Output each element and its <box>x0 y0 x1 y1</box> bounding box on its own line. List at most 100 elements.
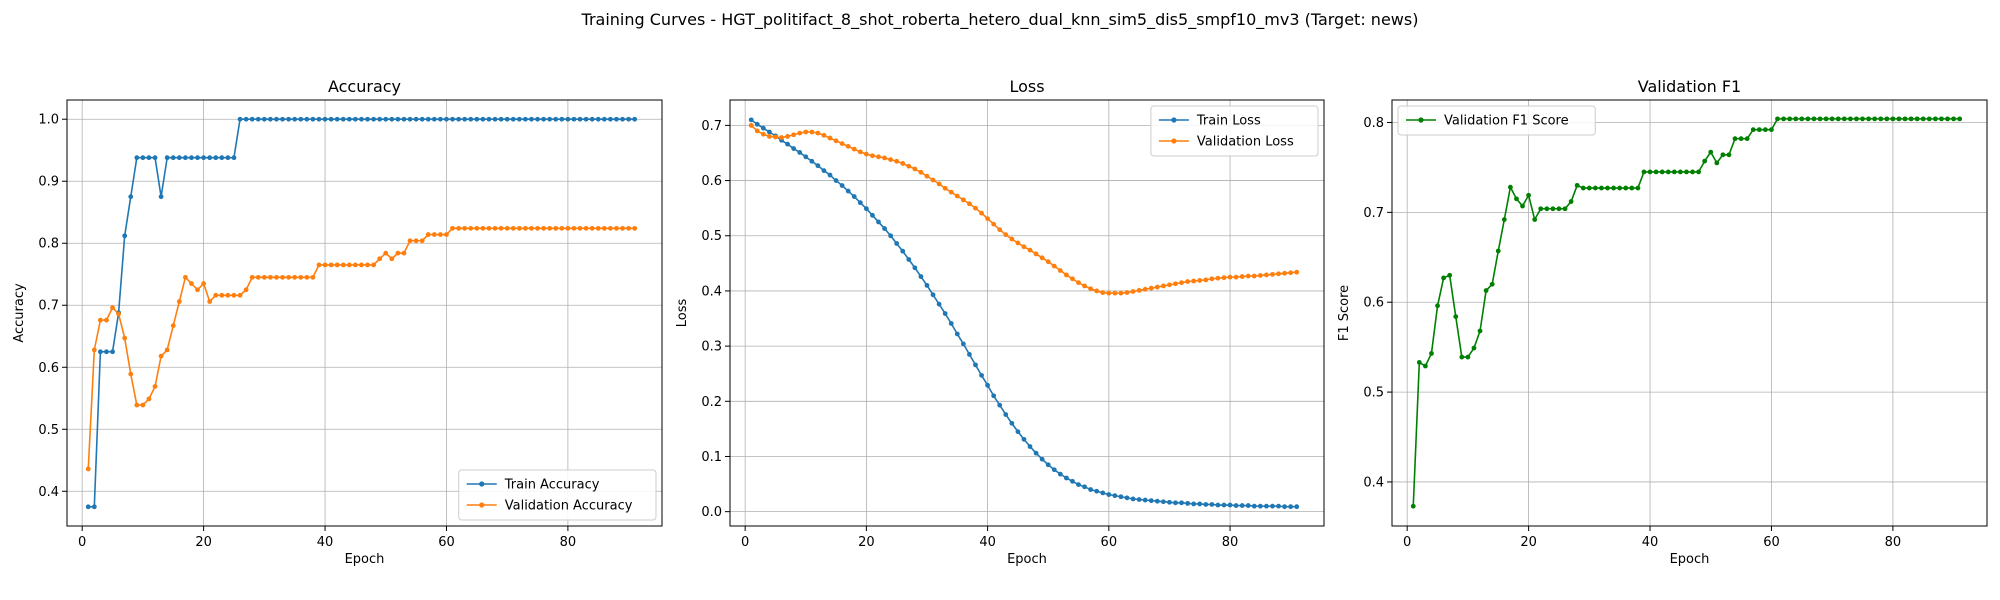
y-tick-label: 0.6 <box>1363 296 1384 311</box>
data-point <box>1629 185 1635 191</box>
data-point <box>559 116 565 122</box>
data-point <box>1477 328 1483 334</box>
data-point <box>310 274 316 280</box>
data-point <box>1447 272 1453 278</box>
data-point <box>1811 116 1817 122</box>
data-point <box>1926 116 1932 122</box>
data-point <box>182 155 188 161</box>
data-point <box>1227 502 1233 508</box>
data-point <box>498 116 504 122</box>
data-point <box>170 323 176 329</box>
data-point <box>815 163 821 169</box>
data-point <box>1130 496 1136 502</box>
data-point <box>1227 274 1233 280</box>
data-point <box>845 188 851 194</box>
data-point <box>1094 288 1100 294</box>
data-point <box>583 116 589 122</box>
data-point <box>164 155 170 161</box>
data-point <box>1951 116 1957 122</box>
accuracy-subplot: 0 20 40 60 80 0.4 0.5 0.6 0.7 0.8 0.9 1.0 Accuracy Ep… <box>12 77 663 567</box>
legend-entry: Validation Accuracy <box>505 499 633 514</box>
legend-entry: Validation Loss <box>1197 135 1294 150</box>
data-point <box>997 402 1003 408</box>
data-point <box>328 262 334 268</box>
x-axis-label: Epoch <box>1670 552 1710 567</box>
data-point <box>450 225 455 231</box>
data-point <box>207 155 213 161</box>
y-tick-label: 0.7 <box>701 119 722 134</box>
data-point <box>1647 169 1653 175</box>
data-point <box>1191 278 1197 284</box>
y-tick-label: 0.9 <box>38 175 59 190</box>
data-point <box>1453 314 1459 319</box>
data-point <box>207 299 213 304</box>
y-tick-label: 0.8 <box>38 237 59 252</box>
legend-box <box>1150 105 1319 157</box>
data-point <box>322 262 328 268</box>
data-point <box>1051 467 1057 473</box>
data-point <box>1775 116 1780 122</box>
data-point <box>1708 149 1714 155</box>
data-point <box>535 116 540 122</box>
x-tick-label: 20 <box>195 535 212 550</box>
data-point <box>304 274 310 280</box>
data-point <box>286 274 292 280</box>
data-point <box>383 116 389 122</box>
data-point <box>1495 248 1501 254</box>
data-point <box>1665 169 1671 175</box>
data-point <box>1160 499 1166 505</box>
data-point <box>1221 275 1227 281</box>
y-tick-label: 0.5 <box>1363 386 1384 401</box>
data-point <box>1823 116 1829 122</box>
data-point <box>1100 490 1106 496</box>
data-point <box>601 225 607 231</box>
data-point <box>997 227 1003 233</box>
data-point <box>286 116 292 122</box>
data-point <box>1142 286 1148 292</box>
data-point <box>785 141 790 147</box>
data-point <box>960 197 966 203</box>
data-point <box>516 116 522 122</box>
data-point <box>1179 500 1184 506</box>
data-point <box>1173 500 1178 506</box>
data-point <box>213 292 219 298</box>
data-point <box>1270 503 1275 509</box>
data-point <box>985 382 991 388</box>
data-point <box>571 225 577 231</box>
data-point <box>1574 182 1580 188</box>
data-point <box>219 292 225 298</box>
data-point <box>803 129 809 135</box>
series-line-0 <box>88 118 635 508</box>
data-point <box>1520 203 1525 209</box>
data-point <box>857 149 863 155</box>
data-point <box>607 116 613 122</box>
data-point <box>1580 185 1586 191</box>
legend-entry: Train Loss <box>1196 114 1261 129</box>
data-point <box>1021 244 1027 250</box>
data-point <box>821 132 827 138</box>
data-point <box>359 116 364 122</box>
data-point <box>991 393 997 399</box>
data-point <box>779 135 784 140</box>
data-point <box>280 116 285 122</box>
legend-handle-marker <box>1171 138 1177 144</box>
data-point <box>791 132 797 138</box>
data-point <box>170 155 176 161</box>
data-point <box>589 116 595 122</box>
data-point <box>1070 478 1075 484</box>
data-point <box>340 116 346 122</box>
data-point <box>437 232 443 237</box>
data-point <box>468 225 474 231</box>
data-point <box>462 225 468 231</box>
data-point <box>1009 420 1015 426</box>
data-point <box>809 158 815 164</box>
data-point <box>377 116 383 122</box>
data-point <box>1209 276 1215 282</box>
data-point <box>231 155 237 161</box>
y-tick-label: 0.4 <box>701 284 722 299</box>
data-point <box>1136 287 1142 293</box>
data-point <box>894 241 900 246</box>
data-point <box>176 299 182 304</box>
data-point <box>1057 268 1063 273</box>
legend-box <box>1397 105 1596 136</box>
